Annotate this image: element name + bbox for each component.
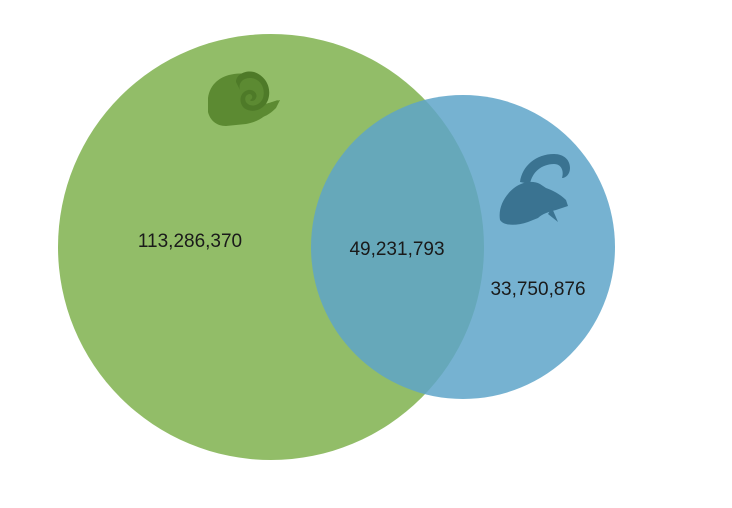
set-b-circle	[311, 95, 615, 399]
ram-head-icon	[208, 71, 280, 126]
overlap-count: 49,231,793	[349, 239, 444, 260]
set-a-only-count: 113,286,370	[138, 231, 242, 252]
set-b-only-count: 33,750,876	[490, 279, 585, 300]
ibex-head-icon	[499, 154, 570, 225]
